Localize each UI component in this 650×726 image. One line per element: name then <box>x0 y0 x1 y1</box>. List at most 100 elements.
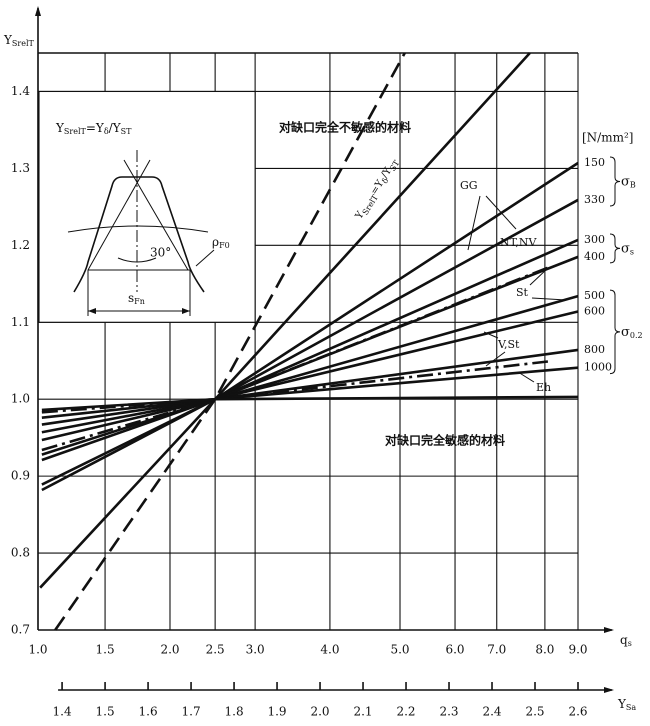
group-label-sub: 0.2 <box>630 331 643 340</box>
x2-axis-title-sub: Sa <box>626 703 636 712</box>
x-tick-label: 1.0 <box>28 643 47 657</box>
x-axis-title: qs <box>620 633 632 649</box>
radius-label-sub: F0 <box>219 241 230 250</box>
curve-label: NT,NV <box>500 236 537 249</box>
x2-axis-title: YSa <box>617 697 636 713</box>
group-label: σ0.2 <box>621 324 643 340</box>
brace <box>609 156 621 207</box>
brace <box>609 289 621 375</box>
y-tick-label: 1.4 <box>11 84 30 98</box>
x-tick-label: 1.5 <box>96 643 115 657</box>
series-label: 150 <box>584 156 605 169</box>
curve-label: GG <box>460 179 478 192</box>
series-line <box>41 395 579 412</box>
inset-formula-main: /Y <box>109 121 122 135</box>
series-label: 330 <box>584 193 605 206</box>
y-tick-label: 0.8 <box>11 546 30 560</box>
leaders <box>467 195 567 383</box>
x2-tick-label: 1.4 <box>53 705 72 719</box>
series-label: 600 <box>584 304 605 317</box>
curve-label: Eh <box>536 381 551 394</box>
y-tick-label: 0.7 <box>11 623 30 637</box>
leader <box>531 297 567 301</box>
x2-tick-label: 1.9 <box>267 705 286 719</box>
y-tick-label: 1.2 <box>11 238 30 252</box>
annotation: 对缺口完全敏感的材料 <box>385 433 505 448</box>
curve-label: St <box>516 286 529 299</box>
series-label: 300 <box>584 233 605 246</box>
x2-tick-label: 1.7 <box>182 705 201 719</box>
group-label-sub: B <box>630 180 636 189</box>
leader <box>485 351 506 367</box>
inset-formula-sub: δ <box>104 127 109 136</box>
x-axis-arrow <box>604 627 614 633</box>
width-label: sFn <box>128 291 145 307</box>
x2-tick-label: 2.1 <box>353 705 372 719</box>
y-axis-arrow <box>35 6 41 16</box>
x2-tick-label: 1.8 <box>225 705 244 719</box>
y-tick-label: 1.3 <box>11 161 30 175</box>
radius-label: ρF0 <box>212 235 230 251</box>
x-tick-label: 8.0 <box>535 643 554 657</box>
y-axis-title: YSrelT <box>3 33 35 49</box>
inset-drawing <box>67 150 215 316</box>
annotation: 对缺口完全不敏感的材料 <box>279 120 411 135</box>
angle-label: 30° <box>150 246 171 260</box>
series-label: 500 <box>584 289 605 302</box>
x2-tick-label: 2.2 <box>396 705 415 719</box>
x-tick-label: 9.0 <box>568 643 587 657</box>
inset-formula-main: =Y <box>86 121 105 135</box>
x2-tick-label: 2.6 <box>568 705 587 719</box>
leader <box>467 195 481 251</box>
series-label: 400 <box>584 250 605 263</box>
group-label-main: σ <box>621 174 630 189</box>
x-axis-title-sub: s <box>628 639 632 648</box>
curve-label: V,St <box>497 338 520 351</box>
x-tick-label: 2.0 <box>160 643 179 657</box>
angle-arc <box>117 257 157 263</box>
inset-formula-sub: ST <box>121 127 132 136</box>
series-label: 800 <box>584 343 605 356</box>
radius-label-main: ρ <box>212 235 219 249</box>
x2-tick-label: 2.0 <box>310 705 329 719</box>
series-label: 1000 <box>584 361 612 374</box>
x2-tick-label: 1.5 <box>96 705 115 719</box>
x-axis-title-main: q <box>620 633 628 647</box>
group-label-main: σ <box>621 241 630 256</box>
y-axis-title-sub: SrelT <box>12 39 35 48</box>
unit-label: [N/mm²] <box>582 131 633 145</box>
x-tick-label: 5.0 <box>390 643 409 657</box>
x2-tick-label: 2.4 <box>482 705 501 719</box>
x2-tick-label: 2.3 <box>439 705 458 719</box>
x2-axis-title-main: Y <box>617 697 627 711</box>
width-label-main: s <box>128 291 134 305</box>
inset-formula-sub: SrelT <box>64 127 87 136</box>
x2-tick-label: 1.6 <box>139 705 158 719</box>
inset-box <box>38 90 256 323</box>
group-label-main: σ <box>621 324 630 339</box>
x2-tick-label: 2.5 <box>525 705 544 719</box>
series-line <box>54 52 406 631</box>
inset-formula: YSrelT=Yδ/YST <box>55 121 132 137</box>
line-label-sub: δ <box>380 176 390 185</box>
width-label-sub: Fn <box>134 297 145 306</box>
inset-formula-main: Y <box>55 121 65 135</box>
tangent <box>123 159 189 271</box>
y-tick-label: 1.1 <box>11 315 30 329</box>
x-tick-label: 7.0 <box>487 643 506 657</box>
tangent <box>87 159 151 271</box>
line-label: YSrelT=Yδ/YST <box>353 156 402 223</box>
y-tick-label: 0.9 <box>11 469 30 483</box>
x-tick-label: 4.0 <box>320 643 339 657</box>
brace <box>609 233 621 264</box>
radius-leader <box>195 249 215 267</box>
y-axis-title-main: Y <box>3 33 13 47</box>
group-label: σB <box>621 174 636 190</box>
y-tick-label: 1.0 <box>11 392 30 406</box>
group-label: σs <box>621 241 634 256</box>
x2-axis-arrow <box>604 687 614 693</box>
group-label-sub: s <box>630 247 634 256</box>
x-tick-label: 2.5 <box>206 643 225 657</box>
x-tick-label: 3.0 <box>246 643 265 657</box>
